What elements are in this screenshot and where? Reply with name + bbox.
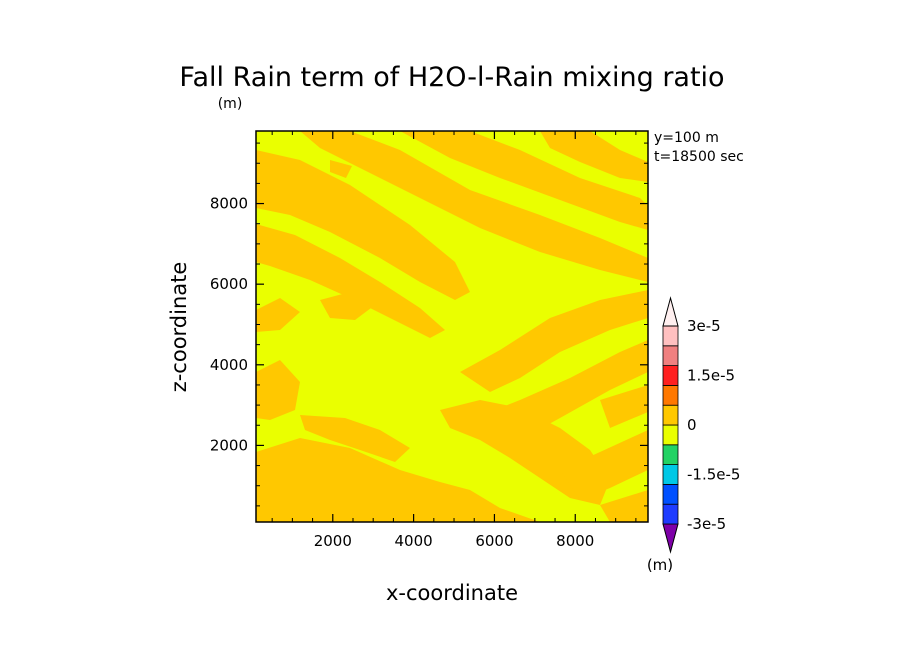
contour-band <box>256 150 470 300</box>
colorbar-units: (m) <box>647 556 673 574</box>
annotation-line-1: y=100 m <box>654 130 719 146</box>
colorbar-label: 1.5e-5 <box>687 367 735 385</box>
x-tick-label: 2000 <box>314 532 352 550</box>
x-axis-label: x-coordinate <box>386 581 518 605</box>
contour-band <box>256 298 300 332</box>
title-units: (m) <box>218 96 243 112</box>
plot-frame <box>255 130 649 523</box>
chart-title: Fall Rain term of H2O-l-Rain mixing rati… <box>179 62 724 93</box>
x-tick-label: 8000 <box>556 532 594 550</box>
y-tick-label: 4000 <box>210 356 248 374</box>
colorbar-segment <box>662 325 679 347</box>
contour-band <box>256 224 445 338</box>
contour-band <box>256 438 540 522</box>
colorbar-label: 0 <box>687 416 697 434</box>
contour-bands <box>256 131 648 522</box>
contour-band <box>300 131 648 282</box>
annotation-line-2: t=18500 sec <box>654 149 744 165</box>
colorbar-segment <box>662 384 679 406</box>
contour-band <box>400 131 648 230</box>
y-tick-label: 6000 <box>210 275 248 293</box>
contour-band <box>300 415 410 462</box>
contour-band <box>600 385 648 428</box>
colorbar-segment <box>662 424 679 446</box>
contour-band <box>460 290 648 392</box>
y-axis-ticks: 2000 4000 6000 8000 <box>210 142 648 507</box>
contour-band <box>600 490 648 522</box>
colorbar-min-arrow <box>662 523 679 554</box>
y-tick-label: 2000 <box>210 436 248 454</box>
contour-band <box>560 430 648 500</box>
contour-band <box>256 360 300 420</box>
x-tick-label: 4000 <box>395 532 433 550</box>
contour-band <box>256 182 275 200</box>
colorbar-segment <box>662 345 679 366</box>
x-axis-ticks: 2000 4000 6000 8000 <box>271 131 637 550</box>
colorbar-label: 3e-5 <box>687 317 721 335</box>
colorbar <box>662 296 679 554</box>
colorbar-label: -3e-5 <box>687 515 726 533</box>
colorbar-segment <box>662 404 679 426</box>
colorbar-segment <box>662 365 679 386</box>
contour-band <box>320 292 375 320</box>
colorbar-segment <box>662 503 679 525</box>
y-axis-label: z-coordinate <box>167 262 191 393</box>
y-tick-label: 8000 <box>210 195 248 213</box>
colorbar-labels: -3e-5 -1.5e-5 0 1.5e-5 3e-5 <box>687 317 740 533</box>
colorbar-segment <box>662 464 679 485</box>
plot-area <box>255 130 649 523</box>
colorbar-segment <box>662 483 679 505</box>
contour-band <box>470 340 648 440</box>
colorbar-segment <box>662 444 679 465</box>
contour-band <box>540 131 648 182</box>
colorbar-max-arrow <box>662 296 679 327</box>
contour-band <box>330 160 352 178</box>
colorbar-label: -1.5e-5 <box>687 466 740 484</box>
x-tick-label: 6000 <box>475 532 513 550</box>
